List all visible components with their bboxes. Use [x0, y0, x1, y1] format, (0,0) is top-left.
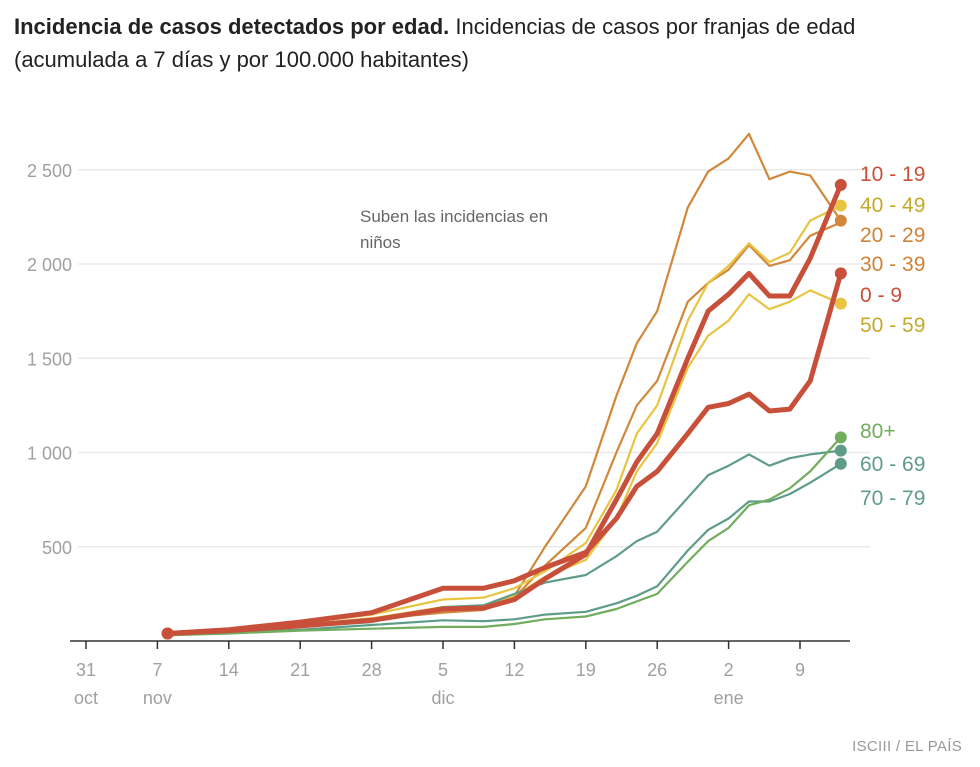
series-line-70-79 [166, 462, 842, 637]
series-line-40-49 [166, 204, 842, 635]
series-end-dot [834, 199, 847, 212]
x-tick-label: 26 [647, 660, 667, 680]
series-label: 10 - 19 [860, 163, 925, 186]
source-credit: ISCIII / EL PAÍS [852, 738, 962, 755]
series-label: 50 - 59 [860, 314, 925, 337]
x-month-label: oct [74, 688, 98, 708]
chart-annotation-line2: niños [360, 233, 401, 252]
x-tick-label: 14 [219, 660, 239, 680]
series-end-dot [834, 444, 847, 457]
x-tick-label: 5 [438, 660, 448, 680]
chart-title-bold: Incidencia de casos detectados por edad. [14, 14, 450, 39]
series-label: 70 - 79 [860, 487, 925, 510]
series-end-dot [834, 178, 847, 191]
chart-title: Incidencia de casos detectados por edad.… [14, 10, 954, 76]
y-tick-label: 2 500 [27, 161, 72, 181]
series-line-10-19 [165, 182, 844, 636]
series-label: 30 - 39 [860, 253, 925, 276]
x-month-label: dic [431, 688, 454, 708]
series-label: 0 - 9 [860, 284, 902, 307]
x-tick-label: 9 [795, 660, 805, 680]
y-tick-label: 2 000 [27, 255, 72, 275]
series-label: 80+ [860, 420, 896, 443]
series-label: 60 - 69 [860, 453, 925, 476]
chart-annotation: Suben las incidencias en [360, 207, 548, 226]
x-tick-label: 28 [362, 660, 382, 680]
x-tick-label: 7 [152, 660, 162, 680]
x-tick-label: 2 [724, 660, 734, 680]
x-month-label: ene [714, 688, 744, 708]
x-tick-label: 19 [576, 660, 596, 680]
series-end-dot [834, 267, 847, 280]
series-label: 20 - 29 [860, 224, 925, 247]
series-line-60-69 [166, 449, 842, 636]
y-tick-label: 500 [42, 538, 72, 558]
series-label: 40 - 49 [860, 194, 925, 217]
y-tick-label: 1 500 [27, 349, 72, 369]
x-tick-label: 12 [504, 660, 524, 680]
x-tick-label: 31 [76, 660, 96, 680]
chart-subtitle: Incidencias de casos por franjas de edad… [14, 14, 856, 72]
series-line-0-9 [165, 270, 844, 636]
series-start-dot [161, 627, 174, 640]
series-end-dot [834, 457, 847, 470]
y-tick-label: 1 000 [27, 444, 72, 464]
x-tick-label: 21 [290, 660, 310, 680]
series-end-dot [834, 431, 847, 444]
x-month-label: nov [143, 688, 172, 708]
series-line-80+ [166, 436, 842, 637]
series-end-dot [834, 297, 847, 310]
